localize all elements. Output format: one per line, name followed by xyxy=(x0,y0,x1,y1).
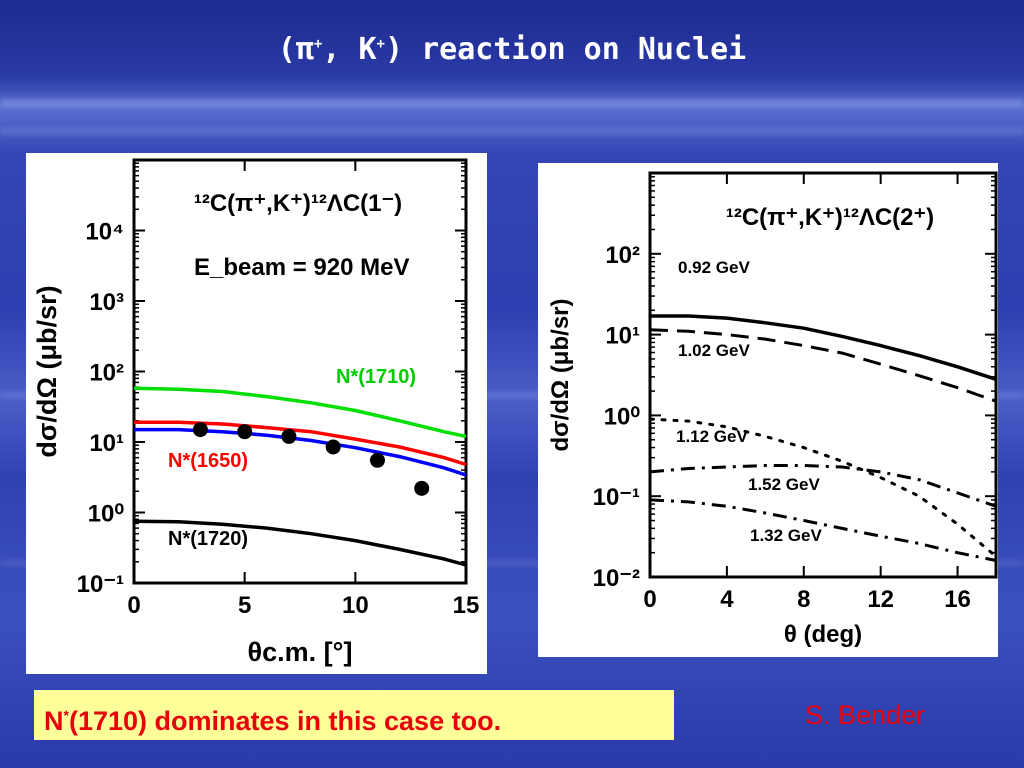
curve-label: 0.92 GeV xyxy=(678,258,750,277)
curve-label: 1.12 GeV xyxy=(676,427,748,446)
x-tick-label: 5 xyxy=(238,592,251,619)
x-tick-label: 15 xyxy=(453,592,480,619)
y-axis-label: dσ/dΩ (μb/sr) xyxy=(32,285,62,457)
y-tick-label: 10¹ xyxy=(605,323,640,350)
plot-frame xyxy=(132,158,468,585)
summary-note: N*(1710) dominates in this case too. xyxy=(34,690,674,740)
data-point xyxy=(369,452,385,468)
curve-label: N*(1650) xyxy=(168,450,248,472)
series-line xyxy=(650,314,997,381)
y-tick-label: 10⁴ xyxy=(85,219,124,246)
series-line xyxy=(133,519,467,567)
x-tick-label: 8 xyxy=(797,586,810,613)
y-tick-label: 10¹ xyxy=(89,430,124,457)
beam-energy-label: E_beam = 920 MeV xyxy=(194,254,409,281)
curve-label: N*(1720) xyxy=(168,528,248,550)
y-tick-label: 10⁻¹ xyxy=(77,571,124,598)
x-tick-label: 12 xyxy=(867,586,894,613)
y-tick-label: 10⁰ xyxy=(604,403,641,430)
x-tick-label: 4 xyxy=(720,586,734,613)
y-tick-label: 10⁻² xyxy=(593,565,640,592)
data-point xyxy=(414,480,430,496)
series-line xyxy=(649,498,997,562)
data-point xyxy=(237,424,253,440)
curve-label: 1.02 GeV xyxy=(678,341,750,360)
y-tick-label: 10⁻¹ xyxy=(593,484,640,511)
data-point xyxy=(281,428,297,444)
series-line xyxy=(649,328,997,403)
x-tick-label: 0 xyxy=(643,586,656,613)
x-axis-label: θ (deg) xyxy=(784,621,862,648)
x-tick-label: 16 xyxy=(944,586,971,613)
y-tick-label: 10⁰ xyxy=(88,501,125,528)
chart-title: ¹²C(π⁺,K⁺)¹²ΛC(1⁻) xyxy=(194,190,402,217)
slide-title: (π+, K+) reaction on Nuclei xyxy=(277,32,747,67)
y-tick-label: 10² xyxy=(89,360,124,387)
series-line xyxy=(133,386,467,439)
series-line xyxy=(134,420,467,467)
curve-label: N*(1710) xyxy=(336,366,416,388)
x-tick-label: 10 xyxy=(342,592,369,619)
data-point xyxy=(192,422,208,438)
cross-section-chart-1: 10⁻¹ 10⁰ 10¹ 10² 10³ 10⁴ 0 5 10 15 θc.m. [°] dσ/dΩ … xyxy=(32,158,480,667)
series-line xyxy=(649,464,997,508)
chart-panel-c2-plus: 10⁻² 10⁻¹ 10⁰ 10¹ 10² 0 4 8 12 16 θ (deg) dσ/dΩ (μb… xyxy=(538,163,998,657)
chart-title: ¹²C(π⁺,K⁺)¹²ΛC(2⁺) xyxy=(726,204,934,231)
y-tick-label: 10³ xyxy=(89,289,124,316)
x-axis-label: θc.m. [°] xyxy=(248,637,353,667)
y-axis-label: dσ/dΩ (μb/sr) xyxy=(547,299,574,452)
y-tick-label: 10² xyxy=(605,242,640,269)
plot-frame xyxy=(648,171,998,579)
curve-label: 1.32 GeV xyxy=(750,526,822,545)
cross-section-chart-2: 10⁻² 10⁻¹ 10⁰ 10¹ 10² 0 4 8 12 16 θ (deg) dσ/dΩ (μb… xyxy=(547,171,998,648)
curve-label: 1.52 GeV xyxy=(748,475,820,494)
author-name: S. Bender xyxy=(805,700,926,730)
chart-panel-c1-minus: 10⁻¹ 10⁰ 10¹ 10² 10³ 10⁴ 0 5 10 15 θc.m. [°] dσ/dΩ … xyxy=(26,153,487,674)
x-tick-label: 0 xyxy=(127,592,140,619)
data-point xyxy=(325,439,341,455)
